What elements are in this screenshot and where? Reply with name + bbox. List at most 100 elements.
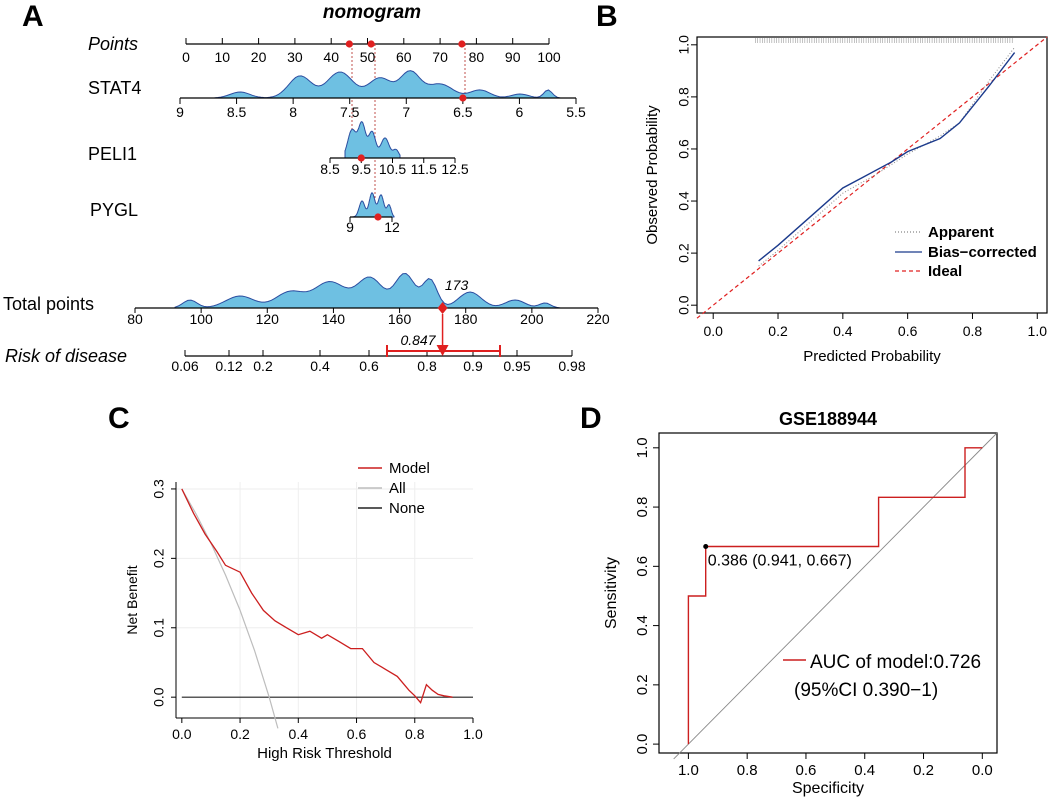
roc-x-tick-label: 0.0 xyxy=(972,762,993,779)
stat4-tick-label: 8 xyxy=(289,104,297,120)
peli1-label: PELI1 xyxy=(88,144,137,164)
calibration-panel: 0.0 0.2 0.4 0.6 0.8 1.0 0.0 0.2 0.4 0.6 0.8 1.0 Pred… xyxy=(644,35,1048,365)
roc-y-tick-label: 1.0 xyxy=(634,437,651,458)
roc-x-tick-label: 1.0 xyxy=(678,762,699,779)
roc-y-tick-label: 0.2 xyxy=(634,674,651,695)
total-points-tick-label: 220 xyxy=(586,311,610,327)
risk-tick-label: 0.6 xyxy=(359,358,379,374)
points-marker xyxy=(367,40,375,48)
calibration-legend-label: Bias−corrected xyxy=(928,244,1037,261)
roc-curve xyxy=(687,447,983,745)
total-points-density xyxy=(174,272,561,309)
roc-reference-line xyxy=(673,432,998,760)
roc-cutoff-point xyxy=(703,543,709,549)
calibration-plot-frame xyxy=(696,36,1048,314)
points-tick-label: 10 xyxy=(215,49,231,65)
stat4-tick-label: 9 xyxy=(176,104,184,120)
stat4-tick-label: 7 xyxy=(402,104,410,120)
calibration-x-tick-label: 0.6 xyxy=(898,323,918,339)
calibration-y-tick-label: 0.8 xyxy=(676,87,692,107)
stat4-tick-label: 6.5 xyxy=(453,104,473,120)
points-tick-label: 60 xyxy=(396,49,412,65)
stat4-tick-label: 7.5 xyxy=(340,104,360,120)
pygl-marker xyxy=(374,213,382,221)
stat4-marker xyxy=(459,94,467,102)
calibration-legend-label: Apparent xyxy=(928,224,994,241)
dca-legend-label: None xyxy=(389,500,425,517)
dca-x-tick-label: 1.0 xyxy=(463,726,483,742)
total-points-tick-label: 160 xyxy=(388,311,412,327)
ideal-line xyxy=(696,36,1048,319)
peli1-tick-label: 9.5 xyxy=(352,161,372,177)
all-line xyxy=(181,488,279,729)
bias-corrected-line xyxy=(758,52,1016,262)
roc-y-tick-label: 0.0 xyxy=(634,734,651,755)
roc-y-tick-label: 0.8 xyxy=(634,497,651,518)
dca-legend-label: Model xyxy=(389,460,430,477)
calibration-legend-label: Ideal xyxy=(928,263,962,280)
dca-x-tick-label: 0.0 xyxy=(172,726,192,742)
panel-letter-c: C xyxy=(108,402,130,435)
calibration-x-tick-label: 0.4 xyxy=(833,323,853,339)
points-marker xyxy=(458,40,466,48)
risk-value: 0.847 xyxy=(400,332,436,348)
roc-x-tick-label: 0.2 xyxy=(913,762,934,779)
calibration-y-tick-label: 0.6 xyxy=(676,139,692,159)
roc-y-tick-label: 0.4 xyxy=(634,615,651,636)
calibration-y-tick-label: 0.0 xyxy=(676,295,692,315)
calibration-y-tick-label: 0.2 xyxy=(676,243,692,263)
roc-cutoff-label: 0.386 (0.941, 0.667) xyxy=(708,552,852,569)
dca-legend-label: All xyxy=(389,480,406,497)
total-points-value: 173 xyxy=(445,277,469,293)
panel-letter-d: D xyxy=(580,402,602,435)
points-tick-label: 40 xyxy=(323,49,339,65)
stat4-tick-label: 5.5 xyxy=(566,104,586,120)
roc-x-tick-label: 0.8 xyxy=(737,762,758,779)
total-points-tick-label: 140 xyxy=(322,311,346,327)
total-points-label: Total points xyxy=(3,294,94,314)
roc-x-label: Specificity xyxy=(792,780,864,797)
dca-x-label: High Risk Threshold xyxy=(257,745,392,762)
decision-curve-panel: 0.0 0.2 0.4 0.6 0.8 1.0 0.0 0.1 0.2 0.3 High Risk … xyxy=(124,460,483,762)
pygl-tick-label: 9 xyxy=(346,219,354,235)
points-tick-label: 0 xyxy=(182,49,190,65)
calibration-y-tick-label: 0.4 xyxy=(676,191,692,211)
dca-x-tick-label: 0.4 xyxy=(289,726,309,742)
peli1-tick-label: 12.5 xyxy=(441,161,468,177)
risk-tick-label: 0.12 xyxy=(215,358,242,374)
points-tick-label: 20 xyxy=(251,49,267,65)
total-points-tick-label: 80 xyxy=(127,311,143,327)
panel-letter-a: A xyxy=(22,0,44,33)
calibration-y-label: Observed Probability xyxy=(644,105,661,245)
stat4-tick-label: 8.5 xyxy=(227,104,247,120)
total-points-tick-label: 100 xyxy=(189,311,213,327)
dca-x-tick-label: 0.6 xyxy=(347,726,367,742)
roc-y-label: Sensitivity xyxy=(603,557,620,629)
points-tick-label: 50 xyxy=(360,49,376,65)
risk-tick-label: 0.8 xyxy=(417,358,437,374)
total-points-tick-label: 120 xyxy=(256,311,280,327)
model-line xyxy=(181,488,453,705)
risk-tick-label: 0.2 xyxy=(253,358,273,374)
points-label: Points xyxy=(88,34,138,54)
roc-title: GSE188944 xyxy=(779,409,877,429)
points-marker xyxy=(345,40,353,48)
risk-tick-label: 0.95 xyxy=(503,358,530,374)
points-tick-label: 80 xyxy=(469,49,485,65)
peli1-marker xyxy=(357,154,365,162)
risk-tick-label: 0.06 xyxy=(171,358,198,374)
roc-y-tick-label: 0.6 xyxy=(634,556,651,577)
calibration-x-tick-label: 1.0 xyxy=(1028,323,1048,339)
roc-x-tick-label: 0.4 xyxy=(854,762,875,779)
risk-label: Risk of disease xyxy=(5,346,127,366)
pygl-label: PYGL xyxy=(90,200,138,220)
peli1-density xyxy=(344,121,401,159)
risk-tick-label: 0.4 xyxy=(310,358,330,374)
auc-label: AUC of model:0.726 xyxy=(810,652,981,673)
calibration-x-tick-label: 0.2 xyxy=(768,323,788,339)
total-points-marker xyxy=(437,302,448,314)
calibration-x-tick-label: 0.0 xyxy=(703,323,723,339)
risk-tick-label: 0.98 xyxy=(558,358,585,374)
dca-x-tick-label: 0.2 xyxy=(230,726,250,742)
